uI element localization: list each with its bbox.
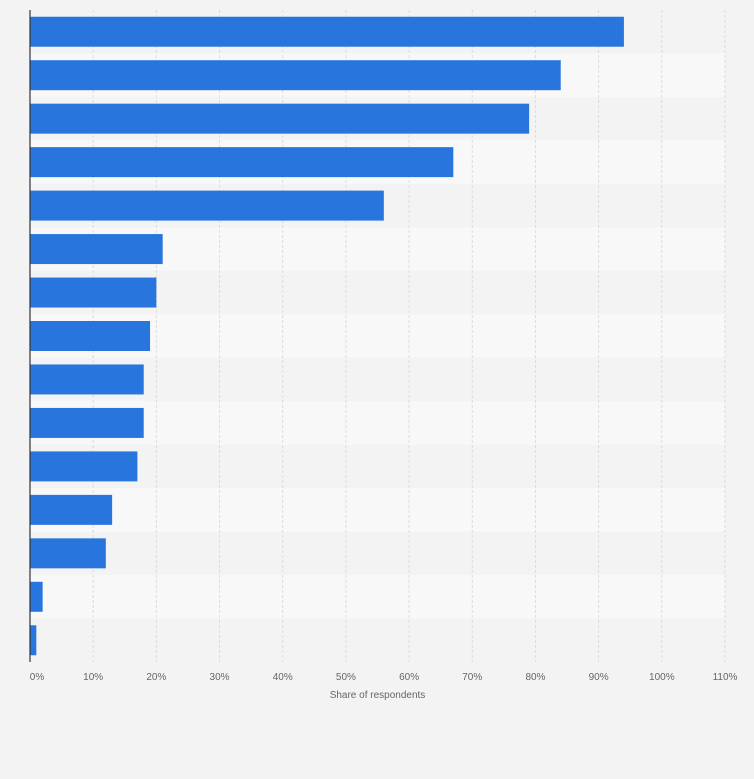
x-tick-label: 110% [713, 672, 738, 683]
row-band [30, 531, 725, 576]
bar [30, 451, 138, 482]
bar [30, 60, 561, 91]
bar [30, 234, 163, 265]
row-band [30, 401, 725, 445]
bar [30, 407, 144, 438]
bar [30, 190, 384, 221]
bar [30, 277, 157, 308]
x-tick-label: 10% [83, 672, 103, 683]
x-tick-label: 90% [589, 672, 609, 683]
x-tick-label: 100% [649, 672, 675, 683]
bar [30, 625, 37, 656]
row-band [30, 488, 725, 532]
bar [30, 581, 43, 612]
x-tick-label: 40% [273, 672, 293, 683]
bar [30, 364, 144, 395]
bar [30, 494, 113, 525]
bar [30, 147, 454, 178]
bars [30, 16, 624, 656]
row-band [30, 444, 725, 489]
x-tick-label: 60% [399, 672, 419, 683]
x-tick-label: 30% [210, 672, 230, 683]
x-tick-labels: 0% 10% 20% 30% 40% 50% 60% 70% 80% 90% 100% 110% [30, 672, 738, 683]
bar [30, 321, 151, 351]
row-band [30, 357, 725, 402]
bar [30, 538, 106, 569]
x-tick-label: 50% [336, 672, 356, 683]
bar [30, 16, 624, 47]
bar [30, 103, 530, 134]
x-tick-label: 20% [146, 672, 166, 683]
x-tick-label: 80% [525, 672, 545, 683]
x-tick-label: 70% [462, 672, 482, 683]
row-band [30, 575, 725, 619]
x-tick-label: 0% [30, 672, 45, 683]
x-axis-title: Share of respondents [330, 690, 426, 701]
row-band [30, 618, 725, 662]
